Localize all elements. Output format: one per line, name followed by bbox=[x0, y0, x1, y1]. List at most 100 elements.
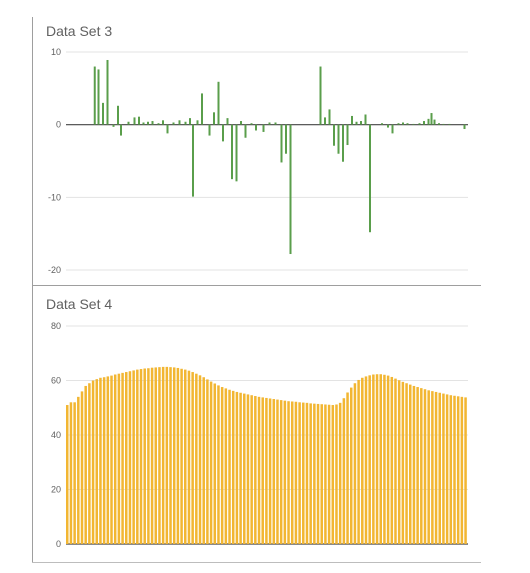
bar bbox=[412, 123, 415, 125]
y-tick-label: 20 bbox=[51, 485, 61, 495]
bar bbox=[228, 389, 231, 544]
bar bbox=[151, 121, 154, 125]
bar bbox=[84, 385, 87, 544]
bar bbox=[408, 384, 412, 544]
bar bbox=[268, 398, 272, 544]
bar bbox=[456, 396, 460, 544]
bar bbox=[191, 372, 194, 544]
bar bbox=[289, 124, 292, 255]
bar bbox=[206, 379, 209, 544]
bar bbox=[268, 122, 271, 125]
bar bbox=[433, 119, 436, 125]
bar bbox=[302, 402, 305, 544]
bar bbox=[91, 380, 95, 544]
bar bbox=[121, 372, 124, 544]
bar bbox=[180, 368, 183, 544]
bar bbox=[158, 367, 161, 544]
bar bbox=[176, 367, 180, 544]
bar bbox=[386, 375, 390, 544]
bar bbox=[438, 392, 442, 544]
bar bbox=[195, 373, 198, 544]
bar bbox=[80, 391, 84, 544]
bar bbox=[250, 123, 253, 125]
bar bbox=[88, 383, 91, 544]
bar bbox=[132, 370, 135, 544]
bar bbox=[198, 375, 202, 544]
bar bbox=[272, 399, 276, 544]
y-tick-label: -10 bbox=[48, 192, 61, 202]
bar bbox=[442, 393, 445, 544]
left-divider bbox=[32, 17, 33, 563]
data-set-3-chart: 10 0 -10 -20 bbox=[48, 47, 468, 275]
bar bbox=[93, 66, 96, 125]
bar bbox=[305, 402, 309, 544]
bar bbox=[166, 124, 169, 134]
bar bbox=[77, 396, 80, 544]
bar bbox=[213, 383, 217, 544]
bar bbox=[150, 367, 154, 544]
bar bbox=[157, 123, 160, 125]
bar bbox=[337, 124, 340, 154]
bar bbox=[162, 120, 164, 125]
bar bbox=[449, 395, 453, 544]
bar bbox=[328, 109, 331, 125]
bar bbox=[136, 369, 139, 544]
bar bbox=[257, 396, 261, 544]
panel-divider bbox=[32, 285, 481, 286]
bar bbox=[342, 398, 346, 544]
bar bbox=[69, 402, 73, 544]
bar bbox=[95, 379, 99, 544]
bar bbox=[463, 124, 466, 130]
bar bbox=[196, 120, 199, 125]
bar bbox=[224, 388, 228, 544]
bar bbox=[372, 374, 375, 544]
bar bbox=[319, 66, 322, 125]
bar bbox=[412, 385, 416, 544]
bar bbox=[290, 401, 294, 544]
y-tick-label: -20 bbox=[48, 265, 61, 275]
bar bbox=[110, 375, 113, 544]
bar bbox=[102, 102, 104, 125]
bar bbox=[401, 381, 405, 544]
bar bbox=[142, 122, 145, 125]
bar bbox=[244, 124, 247, 138]
bar bbox=[255, 124, 257, 131]
bar bbox=[125, 372, 128, 544]
bar bbox=[369, 124, 371, 233]
bar bbox=[283, 400, 287, 544]
bar bbox=[368, 375, 371, 544]
bar bbox=[420, 388, 423, 544]
bar bbox=[423, 121, 425, 125]
y-tick-label: 80 bbox=[51, 321, 61, 331]
bar bbox=[338, 402, 342, 544]
bar bbox=[161, 366, 165, 544]
bar bbox=[133, 117, 136, 125]
bar bbox=[416, 387, 419, 544]
bar bbox=[106, 376, 110, 544]
bar bbox=[423, 389, 427, 544]
bar bbox=[335, 404, 338, 544]
bar bbox=[394, 378, 397, 544]
bar bbox=[434, 391, 438, 544]
bar bbox=[213, 112, 215, 125]
bar bbox=[324, 404, 327, 544]
bar bbox=[379, 374, 382, 544]
bar bbox=[154, 367, 158, 544]
bar bbox=[102, 377, 106, 544]
bar bbox=[184, 369, 187, 544]
bar bbox=[274, 122, 277, 125]
bar bbox=[349, 387, 353, 544]
bar bbox=[73, 402, 76, 544]
bar bbox=[333, 124, 335, 146]
bar bbox=[106, 59, 109, 125]
bar bbox=[222, 124, 224, 142]
bar bbox=[355, 121, 358, 125]
bar bbox=[309, 403, 312, 544]
bar bbox=[246, 394, 250, 544]
bar bbox=[262, 124, 265, 132]
bar bbox=[375, 374, 379, 544]
bar bbox=[187, 370, 191, 544]
bar bbox=[353, 383, 357, 544]
bar bbox=[117, 105, 119, 125]
